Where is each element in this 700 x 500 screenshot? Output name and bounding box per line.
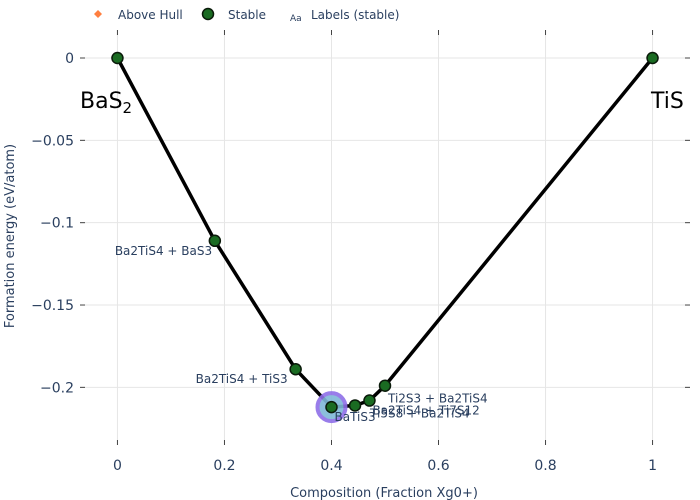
x-tick-label: 0 — [113, 458, 122, 474]
y-tick-label: −0.2 — [40, 380, 74, 396]
end-label-left-sub: 2 — [123, 99, 133, 117]
y-tick-label: −0.15 — [31, 298, 74, 314]
y-tick-label: −0.05 — [31, 133, 74, 149]
stable-point[interactable] — [363, 394, 376, 407]
point-label: Ba2TiS4 + BaS3 — [115, 244, 212, 258]
convex-hull-line — [115, 56, 654, 409]
x-tick-label: 0.4 — [320, 458, 342, 474]
y-tick-label: 0 — [65, 51, 74, 67]
end-label-left-base: BaS — [80, 89, 123, 114]
hull-line-layer — [115, 56, 654, 409]
x-tick-label: 0.8 — [534, 458, 556, 474]
x-tick-label: 0.6 — [427, 458, 449, 474]
end-label-right: TiS — [650, 89, 684, 114]
stable-point[interactable] — [111, 51, 124, 65]
legend-item-above-hull[interactable]: Above Hull — [94, 8, 183, 22]
legend-label-labels: Labels (stable) — [311, 8, 399, 22]
stable-point[interactable] — [208, 234, 222, 248]
x-tick-label: 0.2 — [213, 458, 235, 474]
stable-point[interactable] — [378, 379, 392, 392]
labels-marker-icon: Aa — [290, 14, 302, 24]
point-label: BaTiS3 — [334, 410, 375, 424]
axes: 0 0.2 0.4 0.6 0.8 1 0 −0.05 −0.1 −0.15 −0.2 — [31, 30, 690, 474]
stable-point[interactable] — [325, 400, 338, 414]
legend-item-stable[interactable]: Stable — [201, 7, 267, 22]
y-axis-title: Formation energy (eV/atom) — [3, 144, 18, 328]
legend-label-above-hull: Above Hull — [118, 8, 183, 22]
end-label-left: BaS2 — [80, 89, 132, 117]
stable-point[interactable] — [289, 362, 302, 376]
above-hull-marker-icon — [94, 10, 102, 18]
stable-point[interactable] — [348, 399, 362, 412]
point-label: Ti5S8 + Ba2TiS4 — [369, 406, 470, 420]
stable-point[interactable] — [646, 51, 659, 65]
y-tick-label: −0.1 — [40, 216, 74, 232]
legend-label-stable: Stable — [228, 8, 266, 22]
points-layer — [111, 51, 659, 424]
point-label: Ba2TiS4 + TiS3 — [196, 372, 288, 386]
point-label: Ti2S3 + Ba2TiS4 — [387, 392, 488, 406]
point-label: Ba2TiS4 + Ti7S12 — [372, 404, 479, 418]
x-tick-label: 1 — [648, 458, 657, 474]
stable-marker-icon — [201, 7, 215, 21]
grid — [80, 30, 690, 445]
legend[interactable]: Above Hull Stable Aa Labels (stable) — [94, 7, 399, 24]
legend-item-labels[interactable]: Aa Labels (stable) — [290, 8, 399, 24]
point-labels-layer: Ba2TiS4 + BaS3 Ba2TiS4 + TiS3 BaTiS3Ti5S8 … — [115, 244, 488, 424]
x-axis-title: Composition (Fraction Xg0+) — [290, 486, 478, 500]
